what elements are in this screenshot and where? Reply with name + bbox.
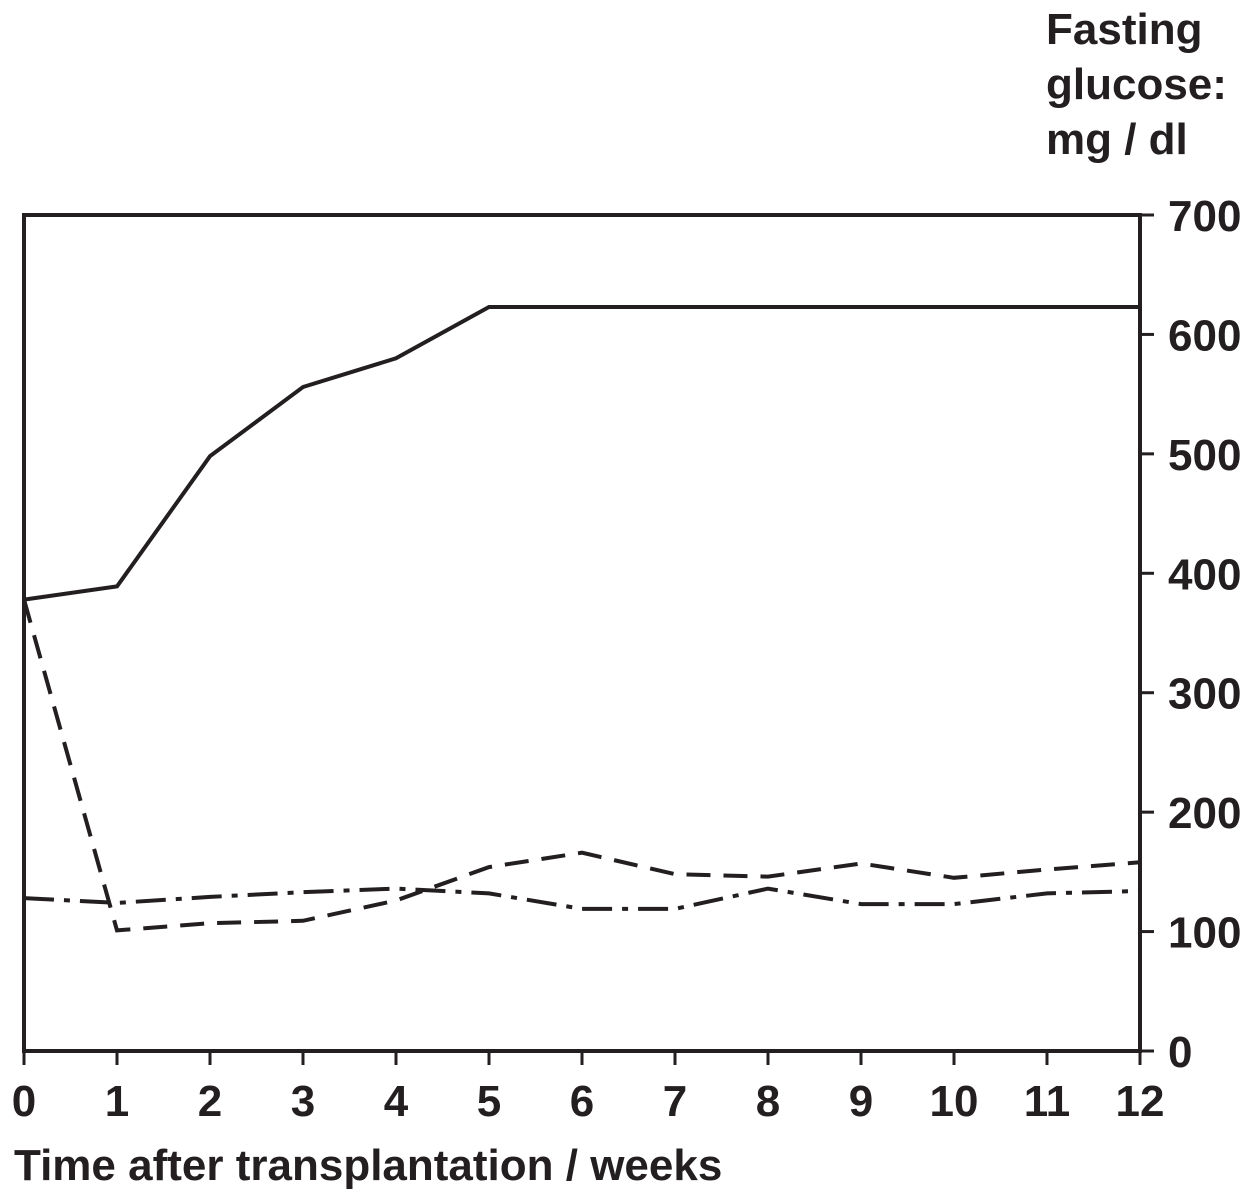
y-tick-label: 500 bbox=[1168, 431, 1241, 480]
y-axis-title-line: Fasting bbox=[1046, 5, 1202, 54]
x-axis-title: Time after transplantation / weeks bbox=[14, 1141, 722, 1190]
y-axis-title-line: mg / dl bbox=[1046, 115, 1188, 164]
y-axis-title-line: glucose: bbox=[1046, 60, 1227, 109]
x-tick-label: 12 bbox=[1116, 1077, 1165, 1126]
x-tick-label: 10 bbox=[930, 1077, 979, 1126]
x-tick-label: 4 bbox=[384, 1077, 409, 1126]
x-tick-label: 5 bbox=[477, 1077, 501, 1126]
y-axis: 0 100 200 300 400 500 600 700 bbox=[1140, 192, 1241, 1077]
series-line-dash-dot bbox=[23, 886, 1141, 911]
x-tick-label: 0 bbox=[12, 1077, 36, 1126]
y-tick-label: 300 bbox=[1168, 670, 1241, 719]
y-tick-label: 200 bbox=[1168, 789, 1241, 838]
y-tick-label: 700 bbox=[1168, 192, 1241, 241]
y-tick-label: 0 bbox=[1168, 1028, 1192, 1077]
x-tick-label: 1 bbox=[105, 1077, 129, 1126]
y-tick-label: 100 bbox=[1168, 909, 1241, 958]
x-tick-label: 9 bbox=[849, 1077, 873, 1126]
x-tick-label: 6 bbox=[570, 1077, 594, 1126]
series-line-dashed bbox=[22, 599, 1141, 933]
y-tick-label: 400 bbox=[1168, 550, 1241, 599]
x-tick-label: 8 bbox=[756, 1077, 780, 1126]
series-line-solid bbox=[23, 305, 1140, 602]
x-tick-label: 11 bbox=[1024, 1077, 1071, 1126]
series-layer bbox=[22, 305, 1141, 933]
x-tick-label: 3 bbox=[291, 1077, 315, 1126]
x-axis: 0 1 2 3 4 5 6 7 8 9 10 11 12 bbox=[12, 1051, 1165, 1126]
y-axis-title: Fasting glucose: mg / dl bbox=[1046, 5, 1227, 164]
x-tick-label: 2 bbox=[198, 1077, 222, 1126]
y-tick-label: 600 bbox=[1168, 311, 1241, 360]
x-tick-label: 7 bbox=[663, 1077, 687, 1126]
